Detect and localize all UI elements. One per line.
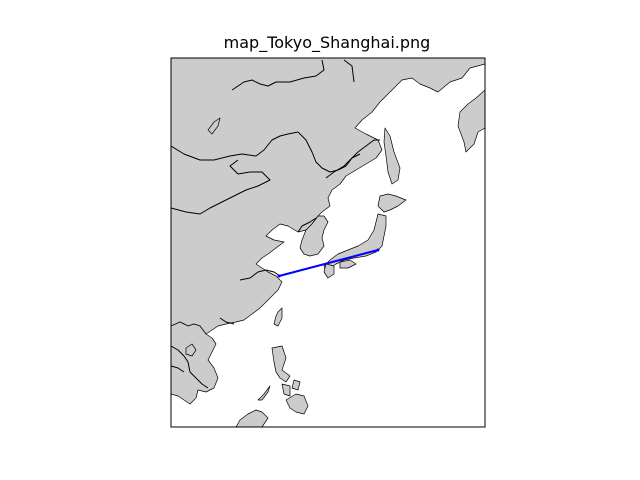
borneo-island	[235, 409, 269, 427]
hokkaido-island	[377, 193, 407, 213]
mindanao-island	[285, 393, 309, 415]
sakhalin-island	[383, 127, 401, 185]
border-vietnam-china	[219, 317, 235, 325]
kyushu-island	[323, 263, 335, 279]
kamchatka-peninsula	[457, 67, 485, 153]
shikoku-island	[339, 259, 357, 269]
border-russia-far-east	[343, 59, 355, 83]
border-myanmar	[171, 365, 185, 373]
border-russia-china-north	[231, 59, 325, 91]
border-cambodia	[195, 377, 209, 389]
tokyo-marker	[376, 248, 380, 252]
visayas-islands	[281, 383, 291, 397]
border-mongolia-china	[171, 131, 299, 161]
korean-peninsula	[299, 215, 329, 257]
map-frame	[170, 57, 486, 428]
amur-river	[325, 153, 361, 179]
yangtze-river	[239, 269, 281, 281]
shanghai-marker	[277, 274, 281, 278]
border-north-korea	[297, 217, 317, 233]
palawan-island	[257, 385, 271, 401]
samar-island	[291, 379, 301, 391]
taiwan-island	[273, 307, 283, 327]
small-island	[207, 117, 221, 135]
luzon-island	[271, 345, 291, 383]
border-inner-mongolia	[171, 159, 271, 215]
route-line-tokyo-shanghai	[278, 249, 379, 277]
hainan-island	[185, 343, 197, 357]
map-title: map_Tokyo_Shanghai.png	[223, 33, 431, 52]
border-laos	[171, 345, 197, 379]
southeast-asia-mainland	[171, 321, 219, 405]
